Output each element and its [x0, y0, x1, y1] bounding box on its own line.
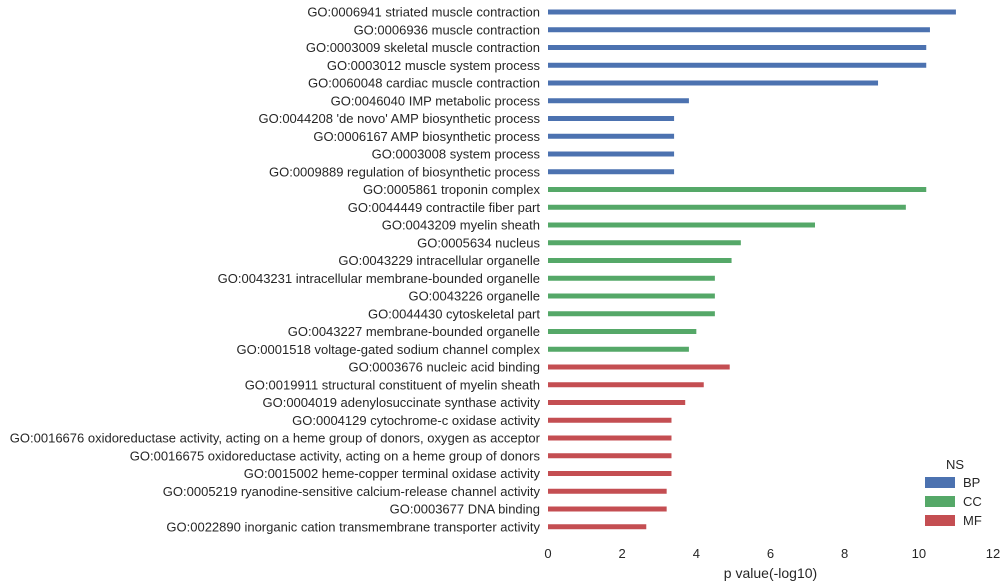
bar-mf	[548, 471, 672, 476]
bar-bp	[548, 98, 689, 104]
bar-mf	[548, 524, 647, 530]
bar-cc	[548, 204, 906, 210]
category-label: GO:0043226 organelle	[408, 289, 540, 304]
bar-cc	[548, 187, 927, 192]
category-label: GO:0003008 system process	[372, 147, 541, 162]
bar-bp	[548, 80, 879, 86]
legend-swatch-bp	[925, 477, 955, 488]
category-label: GO:0043227 membrane-bounded organelle	[288, 324, 540, 339]
category-label: GO:0009889 regulation of biosynthetic pr…	[269, 164, 541, 179]
category-label: GO:0003012 muscle system process	[327, 58, 541, 73]
bar-mf	[548, 400, 686, 405]
category-label: GO:0006941 striated muscle contraction	[307, 5, 540, 20]
category-label: GO:0060048 cardiac muscle contraction	[308, 76, 540, 91]
category-label: GO:0005219 ryanodine-sensitive calcium-r…	[163, 484, 541, 499]
legend-title: NS	[946, 457, 964, 472]
category-label: GO:0044449 contractile fiber part	[348, 200, 541, 215]
x-tick-label: 8	[841, 546, 848, 561]
bar-bp	[548, 116, 675, 121]
bar-cc	[548, 240, 741, 246]
bar-cc	[548, 222, 815, 228]
bar-cc	[548, 275, 715, 281]
bar-mf	[548, 364, 730, 370]
category-label: GO:0044430 cytoskeletal part	[368, 306, 540, 321]
bar-bp	[548, 62, 927, 68]
bar-cc	[548, 329, 697, 334]
x-tick-label: 0	[544, 546, 551, 561]
bar-mf	[548, 435, 672, 441]
category-label: GO:0016675 oxidoreductase activity, acti…	[130, 448, 541, 463]
bar-mf	[548, 453, 672, 459]
bar-mf	[548, 382, 704, 388]
x-tick-label: 4	[693, 546, 700, 561]
category-label: GO:0046040 IMP metabolic process	[331, 93, 541, 108]
x-tick-label: 6	[767, 546, 774, 561]
category-label: GO:0003009 skeletal muscle contraction	[306, 40, 540, 55]
legend-swatch-cc	[925, 496, 955, 507]
x-tick-label: 12	[986, 546, 1000, 561]
bar-bp	[548, 45, 927, 50]
category-label: GO:0043229 intracellular organelle	[338, 253, 540, 268]
x-tick-label: 2	[619, 546, 626, 561]
category-label: GO:0043209 myelin sheath	[382, 218, 540, 233]
bar-mf	[548, 488, 667, 494]
category-label: GO:0004019 adenylosuccinate synthase act…	[262, 395, 540, 410]
legend-swatch-mf	[925, 515, 955, 526]
legend-label-bp: BP	[963, 475, 980, 490]
category-label: GO:0016676 oxidoreductase activity, acti…	[10, 431, 541, 446]
category-label: GO:0044208 'de novo' AMP biosynthetic pr…	[258, 111, 540, 126]
bars	[548, 9, 956, 530]
category-label: GO:0003676 nucleic acid binding	[348, 360, 540, 375]
category-label: GO:0019911 structural constituent of mye…	[245, 377, 540, 392]
bar-mf	[548, 506, 667, 512]
x-axis-title: p value(-log10)	[724, 565, 817, 581]
category-label: GO:0004129 cytochrome-c oxidase activity	[292, 413, 540, 428]
legend-label-mf: MF	[963, 513, 982, 528]
x-axis-ticks: 0 2 4 6 8 10 12	[544, 546, 1000, 561]
bar-cc	[548, 311, 715, 317]
bar-mf	[548, 417, 672, 423]
bar-cc	[548, 346, 689, 352]
x-tick-label: 10	[912, 546, 926, 561]
category-label: GO:0006167 AMP biosynthetic process	[313, 129, 540, 144]
category-label: GO:0005861 troponin complex	[363, 182, 541, 197]
category-label: GO:0015002 heme-copper terminal oxidase …	[244, 466, 541, 481]
bar-bp	[548, 9, 956, 15]
bar-cc	[548, 293, 715, 299]
bar-cc	[548, 258, 732, 263]
category-label: GO:0005634 nucleus	[417, 235, 540, 250]
category-label: GO:0043231 intracellular membrane-bounde…	[218, 271, 540, 286]
category-label: GO:0022890 inorganic cation transmembran…	[166, 519, 540, 534]
bar-bp	[548, 27, 930, 33]
bar-bp	[548, 169, 675, 175]
bar-bp	[548, 133, 675, 139]
category-label: GO:0001518 voltage-gated sodium channel …	[236, 342, 540, 357]
bar-bp	[548, 151, 675, 157]
category-label: GO:0006936 muscle contraction	[354, 22, 540, 37]
legend: NS BP CC MF	[925, 457, 982, 528]
category-labels: GO:0006941 striated muscle contraction GO…	[10, 5, 541, 535]
category-label: GO:0003677 DNA binding	[390, 502, 540, 517]
legend-label-cc: CC	[963, 494, 982, 509]
